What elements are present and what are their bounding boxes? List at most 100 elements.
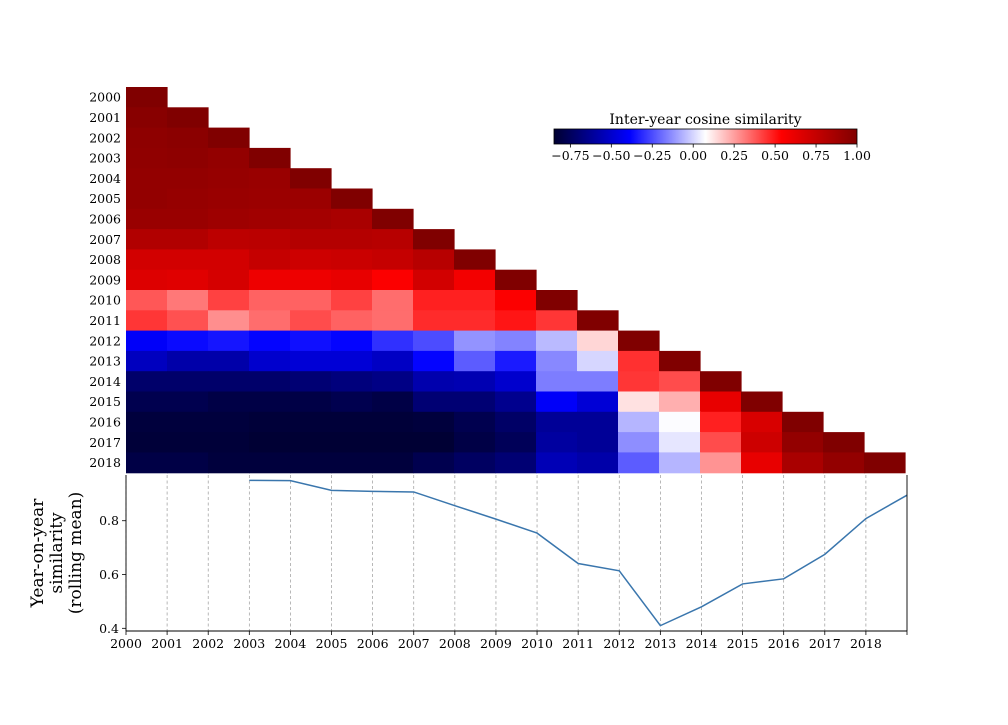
heatmap-cell-2007-2002	[208, 229, 250, 250]
heatmap	[126, 87, 906, 474]
colorbar-ticks: −0.75 −0.50 −0.25 0.00 0.25 0.50 0.75 1.00	[551, 144, 871, 163]
heatmap-row-label: 2000	[89, 90, 121, 105]
heatmap-cell-2015-2000	[126, 391, 168, 413]
heatmap-cell-2014-2006	[372, 371, 414, 393]
heatmap-row-label: 2004	[89, 171, 121, 186]
heatmap-cell-2016-2002	[208, 411, 250, 433]
heatmap-cell-2016-2009	[495, 411, 537, 433]
heatmap-cell-2014-2012	[618, 371, 660, 393]
x-tick-label: 2004	[275, 636, 307, 651]
heatmap-cell-2009-2008	[454, 269, 496, 291]
heatmap-cell-2014-2000	[126, 371, 168, 393]
heatmap-cell-2005-2004	[290, 188, 332, 210]
colorbar-tick-label: 0.00	[679, 148, 707, 163]
colorbar-tick-label: 0.75	[802, 148, 830, 163]
heatmap-cell-2014-2009	[495, 371, 537, 393]
heatmap-cell-2009-2002	[208, 269, 250, 291]
heatmap-cell-2014-2007	[413, 371, 455, 393]
heatmap-cell-2015-2004	[290, 391, 332, 413]
heatmap-cell-2010-2003	[249, 290, 291, 311]
heatmap-row-label: 2009	[89, 272, 121, 287]
heatmap-cell-2016-2005	[331, 411, 373, 433]
heatmap-cell-2012-2006	[372, 330, 414, 352]
heatmap-cell-2002-2001	[167, 127, 209, 149]
heatmap-cell-2015-2001	[167, 391, 209, 413]
heatmap-cell-2011-2010	[536, 310, 578, 332]
x-tick-label: 2012	[603, 636, 635, 651]
heatmap-cell-2018-2001	[167, 452, 209, 474]
heatmap-cell-2007-2004	[290, 229, 332, 250]
heatmap-cell-2004-2004	[290, 168, 332, 190]
vertical-grid	[125, 475, 867, 631]
heatmap-cell-2014-2013	[659, 371, 701, 393]
heatmap-cell-2016-2008	[454, 411, 496, 433]
heatmap-cell-2018-2010	[536, 452, 578, 474]
heatmap-cell-2017-2011	[577, 432, 619, 453]
heatmap-cell-2009-2004	[290, 269, 332, 291]
heatmap-cell-2002-2000	[126, 127, 168, 149]
heatmap-cell-2006-2000	[126, 208, 168, 230]
heatmap-row-label: 2010	[89, 293, 121, 308]
heatmap-cell-2007-2005	[331, 229, 373, 250]
heatmap-cell-2009-2007	[413, 269, 455, 291]
heatmap-cell-2011-2005	[331, 310, 373, 332]
heatmap-row-label: 2008	[89, 252, 121, 267]
y-tick-label: 0.4	[99, 621, 119, 636]
heatmap-cell-2012-2007	[413, 330, 455, 352]
heatmap-cell-2008-2006	[372, 249, 414, 271]
heatmap-row-label: 2003	[89, 151, 121, 166]
heatmap-cell-2006-2004	[290, 208, 332, 230]
colorbar-tick-label: 0.25	[720, 148, 748, 163]
heatmap-cell-2009-2009	[495, 269, 537, 291]
heatmap-cell-2012-2003	[249, 330, 291, 352]
heatmap-cell-2002-2002	[208, 127, 250, 149]
x-tick-labels: 2000 2001 2002 2003 2004 2005 2006 2007 2008 2009…	[110, 631, 908, 651]
heatmap-cell-2012-2005	[331, 330, 373, 352]
y-axis-label-line: similarity	[47, 512, 67, 594]
colorbar-title: Inter-year cosine similarity	[609, 112, 801, 128]
heatmap-cell-2018-2016	[782, 452, 824, 474]
heatmap-cell-2014-2010	[536, 371, 578, 393]
heatmap-cell-2008-2001	[167, 249, 209, 271]
heatmap-cell-2010-2002	[208, 290, 250, 311]
heatmap-cell-2009-2006	[372, 269, 414, 291]
series-line	[249, 479, 908, 627]
x-tick-label: 2014	[686, 636, 718, 651]
heatmap-cell-2009-2005	[331, 269, 373, 291]
heatmap-cell-2016-2011	[577, 411, 619, 433]
heatmap-cell-2013-2013	[659, 350, 701, 372]
heatmap-row-label: 2013	[89, 354, 121, 369]
x-tick-label: 2008	[439, 636, 471, 651]
y-tick-label: 0.8	[99, 513, 119, 528]
heatmap-cell-2010-2001	[167, 290, 209, 311]
heatmap-cell-2011-2011	[577, 310, 619, 332]
heatmap-cell-2016-2016	[782, 411, 824, 433]
colorbar-tick-label: −0.50	[592, 148, 630, 163]
heatmap-cell-2014-2011	[577, 371, 619, 393]
heatmap-cell-2017-2010	[536, 432, 578, 453]
y-axis-label: Year-on-yearsimilarity(rolling mean)	[28, 492, 86, 614]
x-tick-label: 2018	[850, 636, 882, 651]
heatmap-row-label: 2016	[89, 414, 121, 429]
heatmap-cell-2017-2003	[249, 432, 291, 453]
heatmap-cell-2015-2003	[249, 391, 291, 413]
heatmap-cell-2011-2002	[208, 310, 250, 332]
x-tick-label: 2011	[562, 636, 594, 651]
heatmap-cell-2015-2006	[372, 391, 414, 413]
heatmap-cell-2012-2000	[126, 330, 168, 352]
heatmap-row-label: 2007	[89, 232, 121, 247]
heatmap-cell-2009-2003	[249, 269, 291, 291]
heatmap-cell-2013-2009	[495, 350, 537, 372]
heatmap-cell-2012-2011	[577, 330, 619, 352]
x-tick-label: 2005	[316, 636, 348, 651]
colorbar-frame	[553, 128, 858, 145]
heatmap-cell-2013-2004	[290, 350, 332, 372]
line-axes	[125, 475, 908, 632]
heatmap-cell-2015-2011	[577, 391, 619, 413]
heatmap-cell-2014-2014	[700, 371, 742, 393]
heatmap-row-label: 2014	[89, 374, 121, 389]
heatmap-cell-2014-2001	[167, 371, 209, 393]
heatmap-cell-2012-2004	[290, 330, 332, 352]
colorbar-tick-label: 1.00	[843, 148, 871, 163]
